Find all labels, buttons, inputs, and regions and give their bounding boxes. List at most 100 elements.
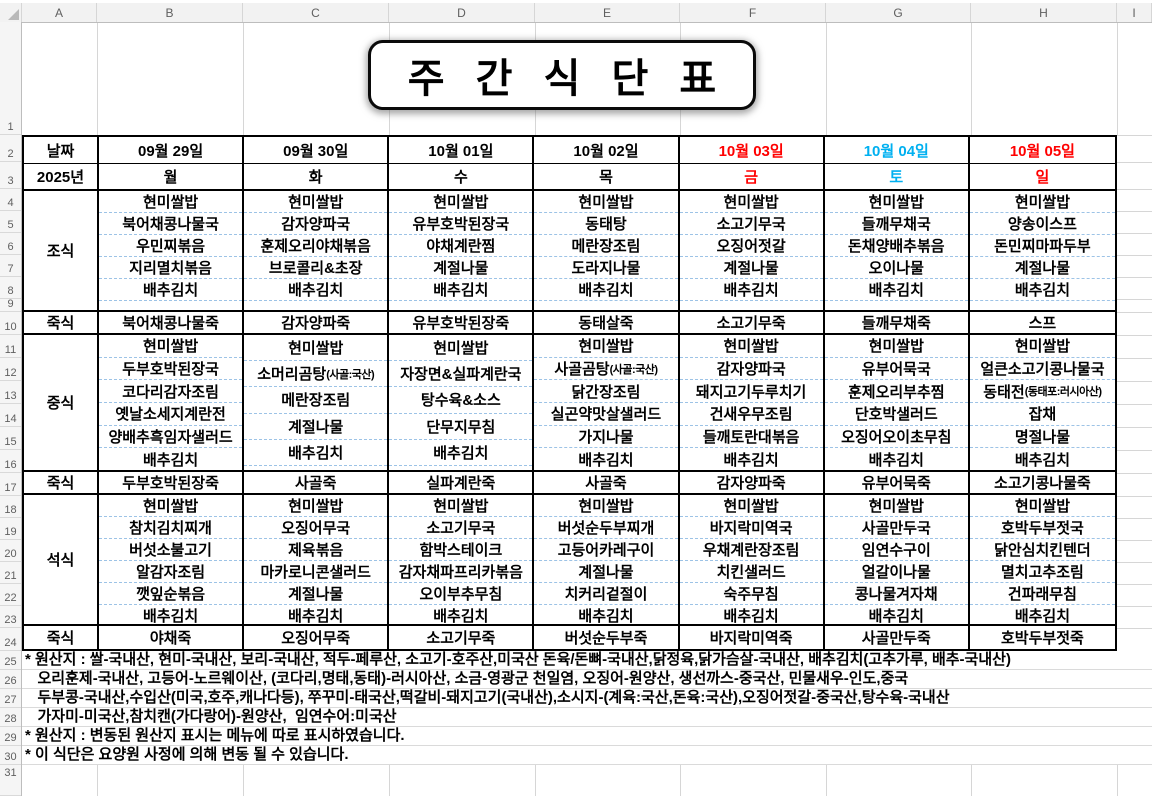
meal-item-empty[interactable] (389, 301, 532, 310)
cell-label-porridge[interactable]: 죽식 (24, 312, 99, 335)
cell-date[interactable]: 09월 30일 (244, 137, 390, 164)
meal-item[interactable]: 함박스테이크 (389, 539, 533, 561)
column-header-A[interactable]: A (22, 3, 97, 22)
cell-breakfast[interactable]: 현미쌀밥 북어채콩나물국 우민찌볶음 지리멸치볶음 배추김치 (99, 191, 245, 312)
cell-day-of-week[interactable]: 일 (969, 164, 1115, 191)
cell-lunch-porridge[interactable]: 유부어묵죽 (824, 472, 970, 495)
meal-item[interactable]: 배추김치 (679, 279, 823, 301)
meal-item[interactable]: 현미쌀밥 (244, 495, 388, 517)
meal-item[interactable]: 깻잎순볶음 (99, 583, 243, 605)
cell-lunch-porridge[interactable]: 감자양파죽 (679, 472, 825, 495)
cell-lunch-porridge[interactable]: 사골죽 (534, 472, 680, 495)
meal-item[interactable]: 배추김치 (142, 608, 199, 625)
cell-dinner-porridge[interactable]: 소고기무죽 (389, 626, 535, 649)
cell-date[interactable]: 10월 02일 (534, 137, 680, 164)
cell-lunch-porridge[interactable]: 사골죽 (244, 472, 390, 495)
row-header-7[interactable]: 7 (0, 255, 21, 277)
meal-item[interactable]: 현미쌀밥 (679, 191, 823, 213)
meal-item[interactable]: 배추김치 (578, 608, 634, 625)
row-header-13[interactable]: 13 (0, 381, 21, 404)
meal-item[interactable]: 옛날소세지계란전 (99, 403, 243, 426)
meal-item[interactable]: 현미쌀밥 (969, 335, 1115, 358)
cell-dinner-porridge[interactable]: 오징어무죽 (244, 626, 390, 649)
meal-item[interactable]: 임연수구이 (824, 539, 968, 561)
row-header-22[interactable]: 22 (0, 584, 21, 606)
row-header-23[interactable]: 23 (0, 606, 21, 628)
column-header-G[interactable]: G (826, 3, 971, 22)
row-header-17[interactable]: 17 (0, 473, 21, 496)
meal-item[interactable]: 배추김치 (288, 608, 344, 625)
meal-item[interactable]: 단호박샐러드 (824, 403, 968, 426)
row-header-2[interactable]: 2 (0, 135, 21, 162)
cell-label-porridge[interactable]: 죽식 (24, 626, 99, 649)
meal-item[interactable]: 동태전 (동태포:러시아산) (969, 380, 1115, 404)
cell-lunch[interactable]: 현미쌀밥 두부호박된장국 코다리감자조림 옛날소세지계란전 양배추흑임자샐러드 배추김치 (99, 335, 245, 472)
row-header-30[interactable]: 30 (0, 746, 21, 765)
meal-item[interactable]: 지리멸치볶음 (99, 257, 243, 279)
meal-item[interactable]: 배추김치 (578, 451, 634, 469)
meal-item[interactable]: 감자양파국 (679, 358, 823, 381)
cell-breakfast[interactable]: 현미쌀밥 양송이스프 돈민찌마파두부 계절나물 배추김치 (969, 191, 1115, 312)
meal-item[interactable]: 버섯순두부찌개 (534, 517, 678, 539)
meal-item[interactable]: 동태탕 (534, 213, 678, 235)
meal-item[interactable]: 닭간장조림 (534, 380, 678, 404)
column-header-H[interactable]: H (971, 3, 1117, 22)
row-header-27[interactable]: 27 (0, 689, 21, 708)
meal-item[interactable]: 오징어무국 (244, 517, 388, 539)
column-header-I[interactable]: I (1117, 3, 1152, 22)
meal-item[interactable]: 배추김치 (723, 451, 779, 469)
cell-lunch[interactable]: 현미쌀밥 사골곰탕 (사골:국산) 닭간장조림 실곤약맛살샐러드 가지나물 배추김치 (534, 335, 680, 472)
cell-lunch[interactable]: 현미쌀밥 유부어묵국 훈제오리부추찜 단호박샐러드 오징어오이초무침 배추김치 (824, 335, 970, 472)
cell-breakfast-porridge[interactable]: 북어채콩나물죽 (99, 312, 245, 335)
meal-item[interactable]: 현미쌀밥 (534, 335, 678, 358)
meal-item[interactable]: 얼큰소고기콩나물국 (969, 358, 1115, 381)
meal-item[interactable]: 닭안심치킨텐더 (969, 539, 1115, 561)
meal-item[interactable]: 명절나물 (969, 426, 1115, 449)
meal-item[interactable]: 현미쌀밥 (824, 191, 968, 213)
cell-lunch[interactable]: 현미쌀밥 얼큰소고기콩나물국 동태전 (동태포:러시아산) 잡채 명절나물 배추김치 (969, 335, 1115, 472)
meal-item[interactable]: 사골곰탕 (사골:국산) (534, 358, 678, 381)
cell-breakfast[interactable]: 현미쌀밥 들깨무채국 돈채양배추볶음 오이나물 배추김치 (824, 191, 970, 312)
meal-item[interactable]: 제육볶음 (244, 539, 388, 561)
meal-item[interactable]: 돈민찌마파두부 (969, 235, 1115, 257)
cell-breakfast-porridge[interactable]: 동태살죽 (534, 312, 680, 335)
cell-dinner-porridge[interactable]: 버섯순두부죽 (534, 626, 680, 649)
meal-item[interactable]: 들깨토란대볶음 (679, 426, 823, 449)
note-line-5[interactable]: * 원산지 : 변동된 원산지 표시는 메뉴에 따로 표시하였습니다. (22, 727, 1152, 746)
cell-day-of-week[interactable]: 금 (679, 164, 825, 191)
meal-item[interactable]: 들깨무채국 (824, 213, 968, 235)
row-header-18[interactable]: 18 (0, 496, 21, 518)
row-header-25[interactable]: 25 (0, 651, 21, 670)
meal-item[interactable]: 오징어젓갈 (679, 235, 823, 257)
meal-item[interactable]: 돈채양배추볶음 (824, 235, 968, 257)
meal-item[interactable]: 알감자조림 (99, 561, 243, 583)
meal-item[interactable]: 얼갈이나물 (824, 561, 968, 583)
meal-item-empty[interactable] (99, 301, 242, 310)
meal-item[interactable]: 배추김치 (389, 440, 533, 466)
row-header-6[interactable]: 6 (0, 233, 21, 255)
cell-breakfast[interactable]: 현미쌀밥 동태탕 메란장조림 도라지나물 배추김치 (534, 191, 680, 312)
cell-date[interactable]: 09월 29일 (99, 137, 245, 164)
meal-item-empty[interactable] (389, 466, 532, 470)
meal-item[interactable]: 유부어묵국 (824, 358, 968, 381)
meal-item[interactable]: 현미쌀밥 (824, 335, 968, 358)
cell-dinner[interactable]: 현미쌀밥 오징어무국 제육볶음 마카로니콘샐러드 계절나물 배추김치 (244, 495, 390, 626)
cell-dinner[interactable]: 현미쌀밥 소고기무국 함박스테이크 감자채파프리카볶음 오이부추무침 배추김치 (389, 495, 535, 626)
meal-item[interactable]: 감자양파국 (244, 213, 388, 235)
meal-item[interactable]: 훈제오리야채볶음 (244, 235, 388, 257)
cell-lunch-porridge[interactable]: 두부호박된장죽 (99, 472, 245, 495)
meal-item-empty[interactable] (534, 301, 677, 310)
cell-dinner[interactable]: 현미쌀밥 호박두부젓국 닭안심치킨텐더 멸치고추조림 건파래무침 배추김치 (969, 495, 1115, 626)
meal-item[interactable]: 브로콜리&초장 (244, 257, 388, 279)
row-header-29[interactable]: 29 (0, 727, 21, 746)
meal-item[interactable]: 도라지나물 (534, 257, 678, 279)
meal-item[interactable]: 건파래무침 (969, 583, 1115, 605)
meal-item[interactable]: 두부호박된장국 (99, 358, 243, 381)
meal-item[interactable]: 현미쌀밥 (534, 191, 678, 213)
meal-item-empty[interactable] (680, 301, 823, 310)
cell-date[interactable]: 10월 04일 (824, 137, 970, 164)
meal-item[interactable]: 배추김치 (433, 608, 489, 625)
column-header-C[interactable]: C (243, 3, 389, 22)
row-header-11[interactable]: 11 (0, 335, 21, 358)
cell-day-of-week[interactable]: 화 (244, 164, 390, 191)
